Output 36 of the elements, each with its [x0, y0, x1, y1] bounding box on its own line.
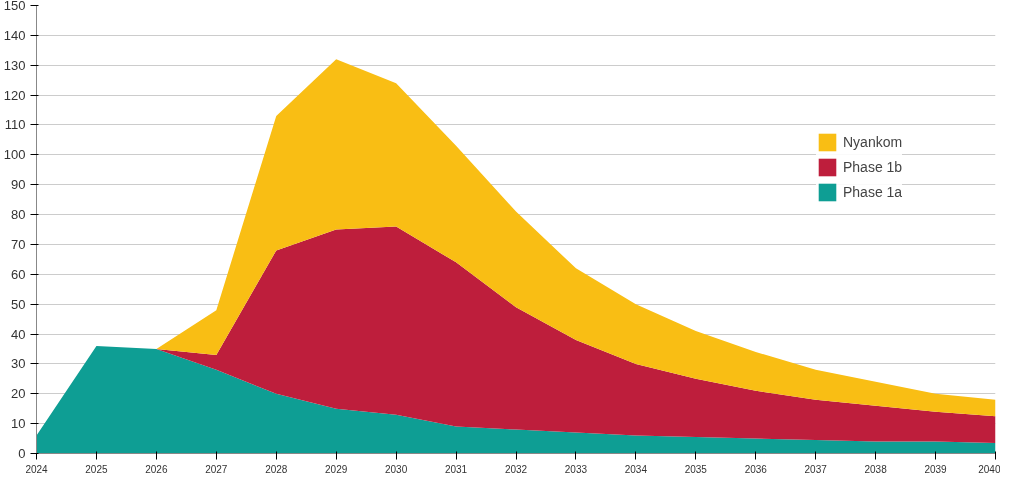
x-tick-label: 2025: [85, 463, 108, 475]
x-tick-label: 2035: [684, 463, 708, 475]
x-tick-label: 2033: [564, 463, 588, 475]
y-tick-label: 110: [4, 117, 26, 133]
y-tick-label: 130: [3, 57, 26, 73]
x-tick-label: 2038: [864, 463, 888, 475]
x-tick-label: 2039: [924, 463, 948, 475]
y-tick-label: 150: [3, 0, 26, 13]
y-tick-label: 100: [3, 147, 26, 163]
x-tick-label: 2030: [385, 463, 408, 475]
y-tick-label: 70: [11, 236, 26, 252]
y-tick-label: 50: [11, 296, 26, 312]
x-tick-label: 2029: [325, 463, 348, 475]
x-tick-label: 2037: [804, 463, 828, 475]
y-tick-label: 20: [11, 386, 26, 402]
y-tick-label: 90: [11, 177, 26, 193]
y-tick-label: 40: [11, 326, 26, 342]
x-tick-label: 2027: [205, 463, 228, 475]
x-tick-label: 2028: [265, 463, 288, 475]
x-tick-label: 2031: [444, 463, 468, 475]
legend-label: Phase 1a: [843, 184, 903, 200]
y-tick-label: 10: [11, 416, 26, 432]
y-tick-label: 0: [18, 446, 26, 461]
y-tick-label: 120: [3, 87, 26, 103]
y-tick-label: 140: [3, 27, 26, 43]
legend-label: Nyankom: [843, 134, 903, 150]
y-tick-label: 60: [11, 266, 26, 282]
x-tick-label: 2036: [744, 463, 768, 475]
x-tick-label: 2034: [624, 463, 648, 475]
y-tick-label: 80: [11, 207, 26, 223]
legend-label: Phase 1b: [843, 159, 903, 175]
x-tick-label: 2040: [978, 463, 1001, 475]
x-tick-label: 2024: [25, 463, 49, 475]
x-tick-label: 2026: [145, 463, 168, 475]
y-tick-label: 30: [11, 356, 26, 372]
x-tick-label: 2032: [504, 463, 528, 475]
